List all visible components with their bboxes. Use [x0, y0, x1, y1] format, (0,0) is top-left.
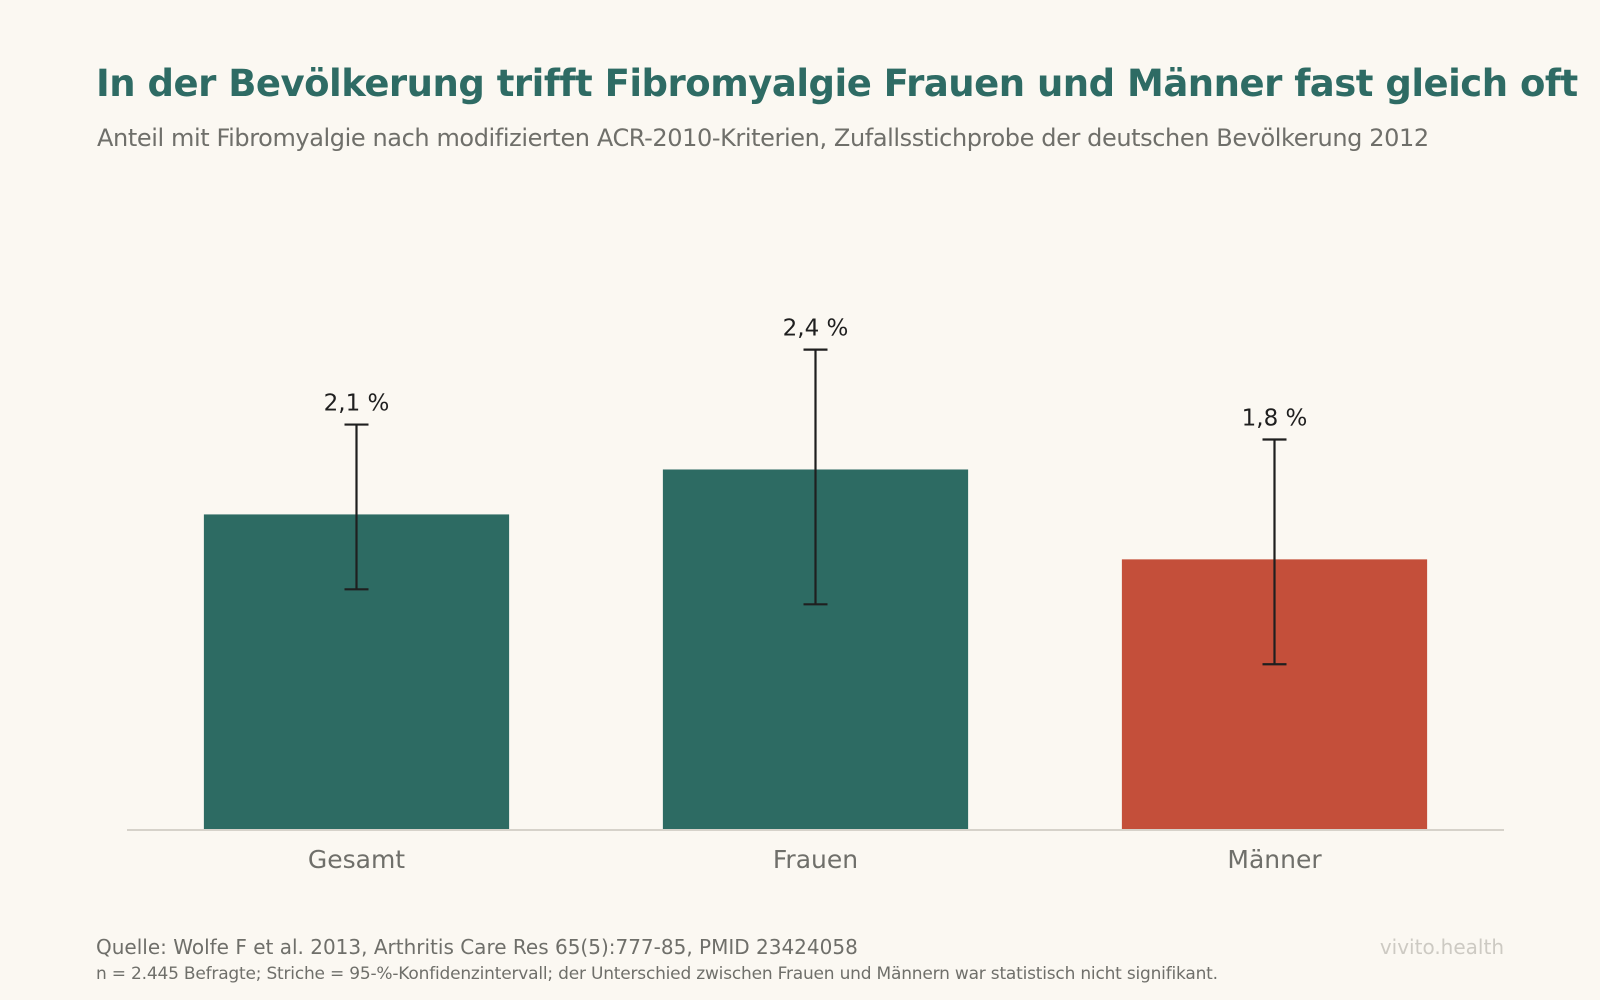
labels-layer: 2,1 % Gesamt 2,4 % Frauen 1,8 % Männer: [308, 316, 1322, 874]
value-label-maenner: 1,8 %: [1242, 406, 1308, 432]
source-note: Quelle: Wolfe F et al. 2013, Arthritis C…: [96, 935, 858, 959]
error-bar-gesamt: [344, 423, 369, 591]
chart-title: In der Bevölkerung trifft Fibromyalgie F…: [96, 62, 1578, 105]
category-label-frauen: Frauen: [773, 845, 858, 874]
category-label-gesamt: Gesamt: [308, 845, 405, 874]
chart-subtitle: Anteil mit Fibromyalgie nach modifiziert…: [97, 124, 1429, 152]
error-bar-maenner: [1262, 438, 1287, 666]
value-label-frauen: 2,4 %: [783, 316, 849, 342]
value-label-gesamt: 2,1 %: [324, 391, 390, 417]
method-note: n = 2.445 Befragte; Striche = 95-%-Konfi…: [96, 964, 1218, 984]
brand-watermark: vivito.health: [1379, 935, 1504, 959]
error-bars-layer: [344, 348, 1287, 666]
category-label-maenner: Männer: [1227, 845, 1322, 874]
error-bar-frauen: [803, 348, 828, 606]
bar-chart: 2,1 % Gesamt 2,4 % Frauen 1,8 % Männer: [127, 316, 1504, 874]
